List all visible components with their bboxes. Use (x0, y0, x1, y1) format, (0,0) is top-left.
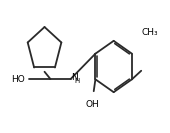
Text: HO: HO (11, 74, 25, 84)
Text: H: H (74, 78, 79, 84)
Text: N: N (71, 73, 78, 82)
Text: CH₃: CH₃ (141, 28, 158, 37)
Text: OH: OH (86, 100, 99, 109)
